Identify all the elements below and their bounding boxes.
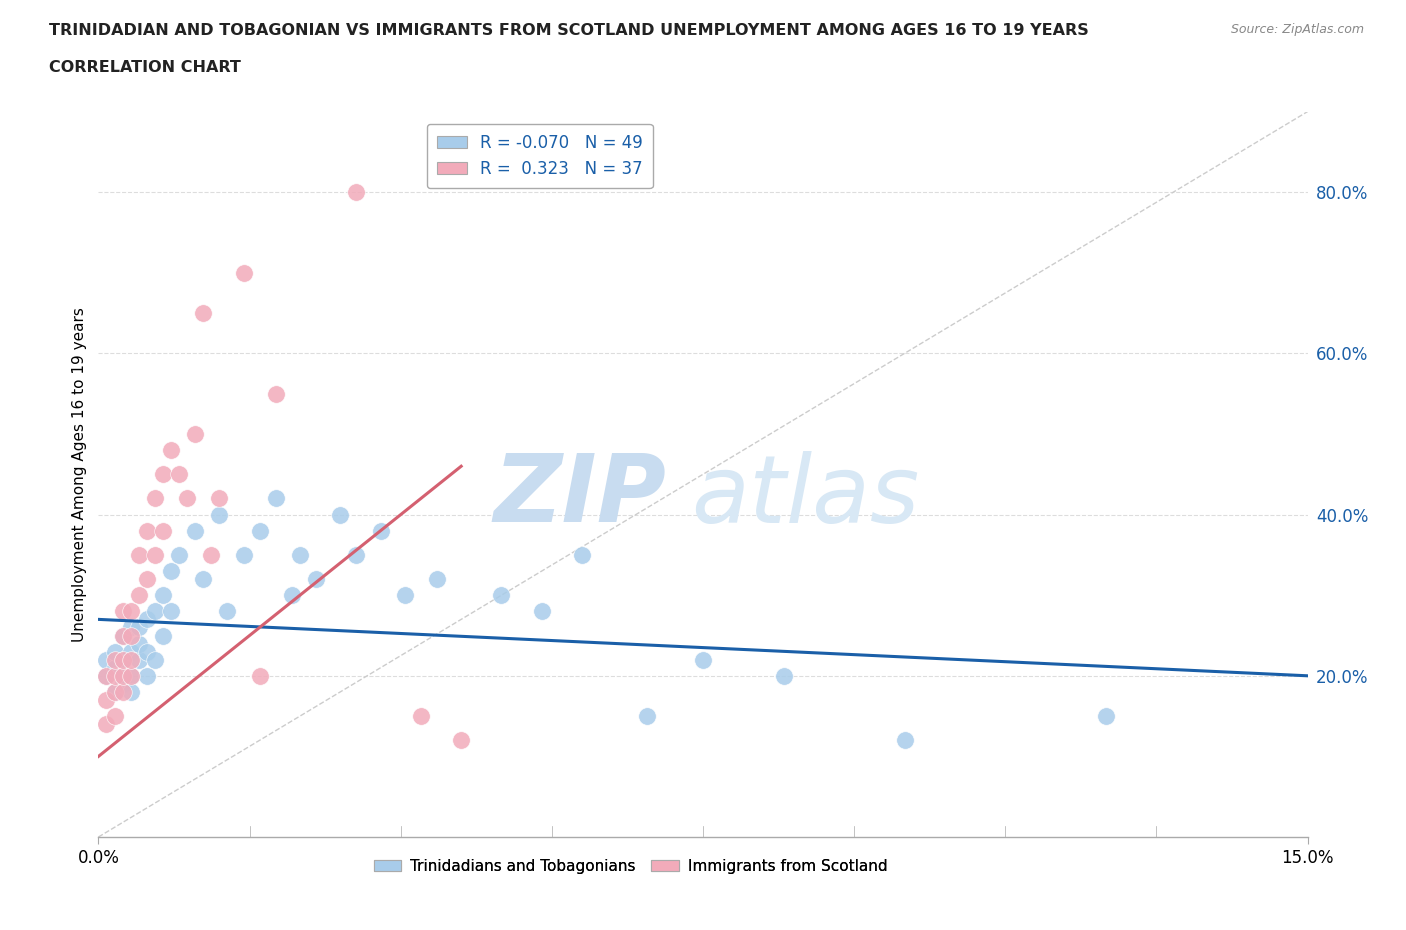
Point <box>111 684 134 699</box>
Point <box>120 684 142 699</box>
Point <box>893 733 915 748</box>
Point <box>692 652 714 667</box>
Point <box>208 507 231 522</box>
Point <box>111 628 134 643</box>
Point <box>217 604 239 618</box>
Point <box>249 524 271 538</box>
Text: CORRELATION CHART: CORRELATION CHART <box>49 60 240 75</box>
Point <box>103 669 125 684</box>
Point <box>143 652 166 667</box>
Point <box>344 548 367 563</box>
Point <box>103 652 125 667</box>
Point <box>370 524 392 538</box>
Point <box>96 693 118 708</box>
Point <box>571 548 593 563</box>
Point <box>135 572 157 587</box>
Point <box>96 669 118 684</box>
Point <box>450 733 472 748</box>
Point <box>135 644 157 659</box>
Text: Source: ZipAtlas.com: Source: ZipAtlas.com <box>1230 23 1364 36</box>
Point <box>103 684 125 699</box>
Point <box>152 588 174 603</box>
Point <box>167 548 190 563</box>
Point <box>281 588 304 603</box>
Point <box>128 620 150 635</box>
Point <box>305 572 328 587</box>
Point <box>394 588 416 603</box>
Point <box>128 588 150 603</box>
Point <box>111 628 134 643</box>
Point <box>103 660 125 675</box>
Point <box>111 669 134 684</box>
Point <box>103 684 125 699</box>
Point <box>143 491 166 506</box>
Point <box>135 524 157 538</box>
Text: atlas: atlas <box>690 450 920 541</box>
Point <box>176 491 198 506</box>
Point <box>111 652 134 667</box>
Point <box>426 572 449 587</box>
Point <box>128 548 150 563</box>
Point <box>184 427 207 442</box>
Point <box>772 669 794 684</box>
Point <box>135 669 157 684</box>
Legend: Trinidadians and Tobagonians, Immigrants from Scotland: Trinidadians and Tobagonians, Immigrants… <box>367 853 893 880</box>
Point <box>111 676 134 691</box>
Point <box>249 669 271 684</box>
Point <box>193 572 215 587</box>
Point <box>120 628 142 643</box>
Point <box>288 548 311 563</box>
Point <box>120 644 142 659</box>
Point <box>120 669 142 684</box>
Point <box>264 491 287 506</box>
Point <box>96 652 118 667</box>
Point <box>329 507 352 522</box>
Point <box>96 717 118 732</box>
Point <box>103 644 125 659</box>
Point <box>193 306 215 321</box>
Point <box>152 628 174 643</box>
Point <box>200 548 222 563</box>
Point <box>96 669 118 684</box>
Point <box>264 386 287 401</box>
Text: TRINIDADIAN AND TOBAGONIAN VS IMMIGRANTS FROM SCOTLAND UNEMPLOYMENT AMONG AGES 1: TRINIDADIAN AND TOBAGONIAN VS IMMIGRANTS… <box>49 23 1090 38</box>
Point <box>1095 709 1118 724</box>
Point <box>491 588 513 603</box>
Point <box>152 467 174 482</box>
Point <box>208 491 231 506</box>
Point <box>232 548 254 563</box>
Point <box>167 467 190 482</box>
Point <box>111 669 134 684</box>
Point <box>120 669 142 684</box>
Point <box>143 604 166 618</box>
Point <box>111 604 134 618</box>
Text: ZIP: ZIP <box>494 450 666 542</box>
Point <box>184 524 207 538</box>
Point <box>135 612 157 627</box>
Point <box>120 620 142 635</box>
Point <box>128 652 150 667</box>
Point <box>344 185 367 200</box>
Point <box>143 548 166 563</box>
Point <box>120 604 142 618</box>
Point <box>530 604 553 618</box>
Point <box>128 636 150 651</box>
Point <box>160 564 183 578</box>
Point <box>636 709 658 724</box>
Point <box>111 652 134 667</box>
Point <box>120 652 142 667</box>
Point <box>409 709 432 724</box>
Point <box>160 604 183 618</box>
Point <box>152 524 174 538</box>
Y-axis label: Unemployment Among Ages 16 to 19 years: Unemployment Among Ages 16 to 19 years <box>72 307 87 642</box>
Point <box>160 443 183 458</box>
Point <box>103 709 125 724</box>
Point <box>232 265 254 280</box>
